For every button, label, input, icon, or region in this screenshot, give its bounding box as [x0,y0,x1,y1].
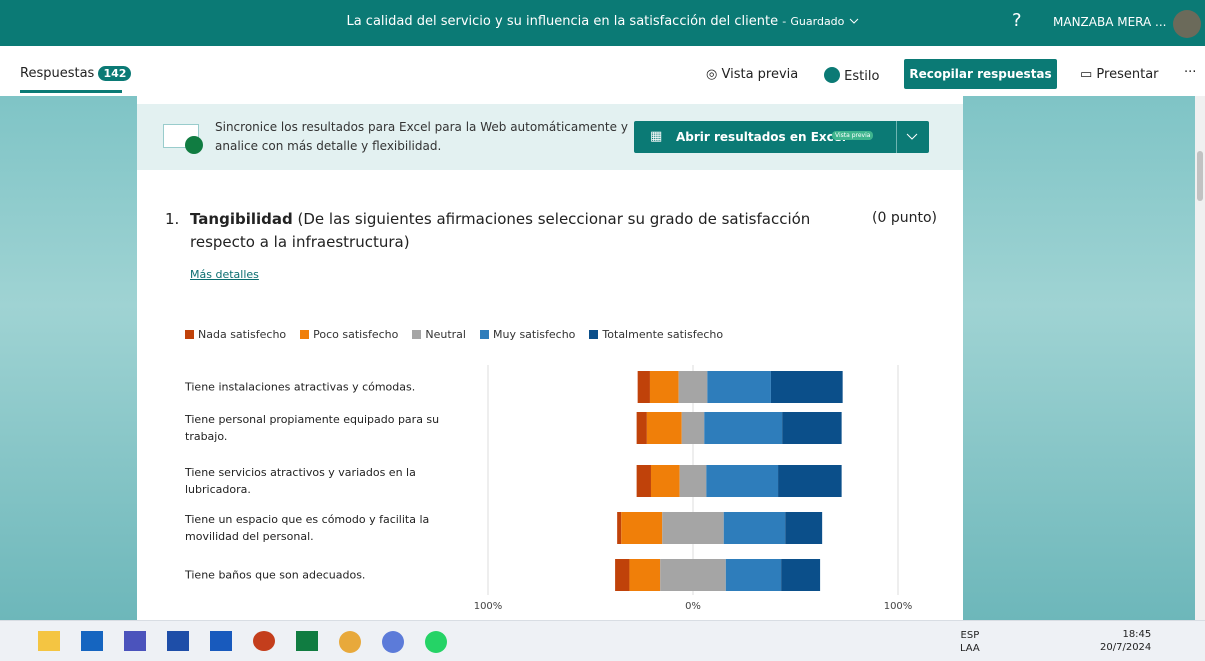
bar-segment [782,412,841,444]
language: ESP [960,629,980,642]
date: 20/7/2024 [1100,641,1151,654]
bar-segment [724,512,786,544]
bar-segment [781,559,820,591]
bar-segment [682,412,705,444]
bar-segment [706,465,778,497]
app-icon[interactable] [210,631,232,651]
bar-segment [785,512,822,544]
category-label: Tiene servicios atractivos y variados en… [185,464,470,498]
x-tick-label: 100% [474,601,503,612]
bar-segment [704,412,782,444]
bar-segment [621,512,662,544]
bar-segment [647,412,682,444]
app-icon[interactable] [124,631,146,651]
bar-segment [629,559,660,591]
bar-segment [660,559,726,591]
language-indicator[interactable]: ESP LAA [960,629,980,655]
category-label: Tiene baños que son adecuados. [185,567,470,584]
bar-segment [680,465,707,497]
clock[interactable]: 18:45 20/7/2024 [1100,628,1151,654]
app-icon[interactable] [81,631,103,651]
x-tick-label: 0% [685,601,701,612]
bar-segment [778,465,842,497]
bar-segment [638,371,650,403]
category-label: Tiene un espacio que es cómodo y facilit… [185,511,470,545]
bar-segment [637,412,647,444]
bar-segment [615,559,629,591]
category-label: Tiene personal propiamente equipado para… [185,411,470,445]
app-icon[interactable] [296,631,318,651]
page: {"header":{"title":"La calidad del servi… [0,0,1205,660]
bar-segment [726,559,781,591]
app-icon[interactable] [167,631,189,651]
keyboard-layout: LAA [960,642,980,655]
bar-segment [637,465,651,497]
chart: 100% 0% 100% [0,0,1205,620]
app-icon[interactable] [253,631,275,651]
taskbar: ESP LAA 18:45 20/7/2024 [0,620,1205,661]
time: 18:45 [1100,628,1151,641]
x-tick-label: 100% [884,601,913,612]
category-label: Tiene instalaciones atractivas y cómodas… [185,379,470,396]
taskbar-apps [38,631,447,653]
app-icon[interactable] [339,631,361,653]
bar-segment [679,371,708,403]
bar-segment [651,465,680,497]
bar-segment [662,512,724,544]
app-icon[interactable] [38,631,60,651]
bar-segment [771,371,843,403]
app-icon[interactable] [425,631,447,653]
bar-segment [707,371,771,403]
app-icon[interactable] [382,631,404,653]
bar-segment [650,371,679,403]
bar-segment [617,512,621,544]
